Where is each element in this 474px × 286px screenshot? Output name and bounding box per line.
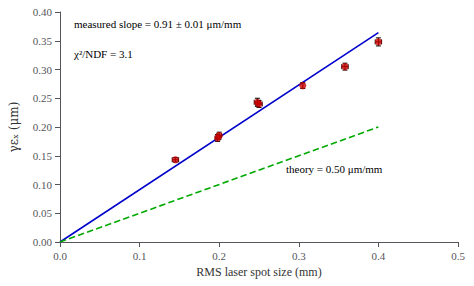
svg-text:χ²/NDF = 3.1: χ²/NDF = 3.1	[73, 48, 133, 60]
svg-text:0.10: 0.10	[33, 179, 53, 191]
svg-text:theory = 0.50 μm/mm: theory = 0.50 μm/mm	[286, 163, 383, 175]
svg-text:0.25: 0.25	[33, 92, 53, 104]
svg-text:0.2: 0.2	[212, 250, 226, 262]
svg-text:γεₓ (μm): γεₓ (μm)	[7, 102, 21, 153]
svg-text:0.5: 0.5	[451, 250, 465, 262]
svg-text:0.30: 0.30	[33, 64, 53, 76]
svg-text:0.4: 0.4	[372, 250, 386, 262]
svg-text:0.20: 0.20	[33, 121, 53, 133]
svg-text:0.1: 0.1	[133, 250, 147, 262]
svg-text:0.0: 0.0	[53, 250, 67, 262]
svg-text:0.40: 0.40	[33, 6, 53, 18]
svg-text:0.3: 0.3	[292, 250, 306, 262]
svg-text:0.35: 0.35	[33, 35, 53, 47]
svg-text:0.15: 0.15	[33, 150, 53, 162]
svg-text:0.00: 0.00	[33, 236, 53, 248]
svg-text:0.05: 0.05	[33, 207, 53, 219]
svg-text:RMS laser spot size (mm): RMS laser spot size (mm)	[196, 265, 321, 279]
svg-text:measured slope = 0.91 ± 0.01 μ: measured slope = 0.91 ± 0.01 μm/mm	[74, 18, 242, 30]
